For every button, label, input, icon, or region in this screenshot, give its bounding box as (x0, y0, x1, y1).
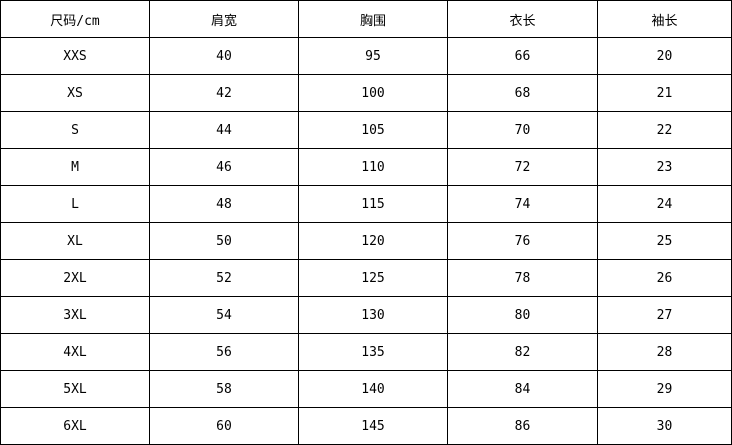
sleeve-cell: 26 (597, 259, 732, 297)
size-cell: XXS (0, 37, 150, 75)
table-row: 5XL 58 140 84 29 (0, 370, 732, 408)
length-cell: 70 (447, 111, 598, 149)
chest-cell: 125 (298, 259, 448, 297)
sleeve-cell: 28 (597, 333, 732, 371)
table-row: XS 42 100 68 21 (0, 74, 732, 112)
header-sleeve: 袖长 (597, 0, 732, 38)
shoulder-cell: 46 (149, 148, 299, 186)
shoulder-cell: 42 (149, 74, 299, 112)
sleeve-cell: 23 (597, 148, 732, 186)
sleeve-cell: 29 (597, 370, 732, 408)
length-cell: 82 (447, 333, 598, 371)
table-row: M 46 110 72 23 (0, 148, 732, 186)
table-row: S 44 105 70 22 (0, 111, 732, 149)
length-cell: 68 (447, 74, 598, 112)
size-cell: XL (0, 222, 150, 260)
chest-cell: 105 (298, 111, 448, 149)
sleeve-cell: 20 (597, 37, 732, 75)
header-row: 尺码/cm 肩宽 胸围 衣长 袖长 (0, 0, 732, 38)
chest-cell: 130 (298, 296, 448, 334)
header-chest: 胸围 (298, 0, 448, 38)
shoulder-cell: 44 (149, 111, 299, 149)
chest-cell: 145 (298, 407, 448, 445)
size-cell: 2XL (0, 259, 150, 297)
length-cell: 66 (447, 37, 598, 75)
shoulder-cell: 50 (149, 222, 299, 260)
table-row: 4XL 56 135 82 28 (0, 333, 732, 371)
shoulder-cell: 48 (149, 185, 299, 223)
size-cell: 4XL (0, 333, 150, 371)
shoulder-cell: 58 (149, 370, 299, 408)
table-row: 6XL 60 145 86 30 (0, 407, 732, 445)
size-cell: XS (0, 74, 150, 112)
header-length: 衣长 (447, 0, 598, 38)
table-row: 3XL 54 130 80 27 (0, 296, 732, 334)
sleeve-cell: 22 (597, 111, 732, 149)
chest-cell: 120 (298, 222, 448, 260)
size-cell: 5XL (0, 370, 150, 408)
shoulder-cell: 60 (149, 407, 299, 445)
shoulder-cell: 52 (149, 259, 299, 297)
table-row: L 48 115 74 24 (0, 185, 732, 223)
size-cell: S (0, 111, 150, 149)
shoulder-cell: 40 (149, 37, 299, 75)
sleeve-cell: 25 (597, 222, 732, 260)
chest-cell: 100 (298, 74, 448, 112)
table-row: XL 50 120 76 25 (0, 222, 732, 260)
sleeve-cell: 30 (597, 407, 732, 445)
sleeve-cell: 27 (597, 296, 732, 334)
sleeve-cell: 24 (597, 185, 732, 223)
header-size: 尺码/cm (0, 0, 150, 38)
chest-cell: 110 (298, 148, 448, 186)
length-cell: 78 (447, 259, 598, 297)
table-row: XXS 40 95 66 20 (0, 37, 732, 75)
size-cell: 3XL (0, 296, 150, 334)
table-row: 2XL 52 125 78 26 (0, 259, 732, 297)
length-cell: 86 (447, 407, 598, 445)
length-cell: 84 (447, 370, 598, 408)
header-shoulder: 肩宽 (149, 0, 299, 38)
shoulder-cell: 54 (149, 296, 299, 334)
shoulder-cell: 56 (149, 333, 299, 371)
chest-cell: 135 (298, 333, 448, 371)
size-cell: M (0, 148, 150, 186)
sleeve-cell: 21 (597, 74, 732, 112)
length-cell: 80 (447, 296, 598, 334)
size-cell: L (0, 185, 150, 223)
chest-cell: 115 (298, 185, 448, 223)
size-cell: 6XL (0, 407, 150, 445)
length-cell: 74 (447, 185, 598, 223)
length-cell: 76 (447, 222, 598, 260)
chest-cell: 95 (298, 37, 448, 75)
chest-cell: 140 (298, 370, 448, 408)
length-cell: 72 (447, 148, 598, 186)
